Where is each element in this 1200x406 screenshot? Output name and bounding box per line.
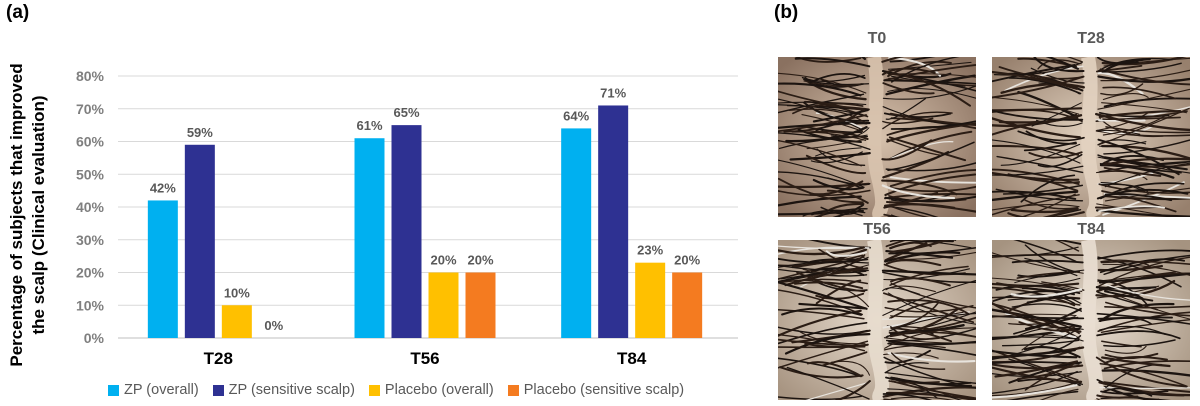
photo-title-t84: T84 — [1077, 221, 1105, 238]
y-tick-label: 10% — [76, 297, 105, 313]
data-label: 59% — [187, 125, 213, 140]
y-tick-label: 40% — [76, 199, 105, 215]
legend-label: ZP (sensitive scalp) — [228, 382, 355, 398]
bar-chart: 0% 10% 20% 30% 40% 50% 60% 70% 80% Percentage of … — [7, 63, 738, 368]
data-label: 20% — [430, 253, 456, 268]
y-axis-label: Percentage of subjects that improved the … — [7, 63, 48, 366]
y-tick-label: 80% — [76, 68, 105, 84]
bar — [428, 272, 459, 338]
y-tick-label: 30% — [76, 232, 105, 248]
x-category-label: T56 — [410, 349, 439, 368]
bar — [221, 305, 252, 338]
bar — [354, 138, 385, 338]
panel-a-label: (a) — [6, 2, 30, 23]
data-label: 61% — [356, 118, 382, 133]
bar — [184, 144, 215, 338]
scalp-photo-t84 — [992, 240, 1190, 400]
y-tick-label: 60% — [76, 134, 105, 150]
scalp-photo-t56 — [778, 240, 976, 400]
legend-item: ZP (overall) — [108, 382, 199, 398]
photo-title-t28: T28 — [1077, 30, 1105, 47]
data-label: 0% — [264, 318, 283, 333]
y-axis-label-line: the scalp (Clinical evaluation) — [29, 95, 48, 334]
scalp-photo-t0 — [778, 57, 976, 217]
scalp-photo-t28 — [992, 57, 1190, 217]
photo-title-t0: T0 — [867, 30, 887, 47]
legend-label: Placebo (sensitive scalp) — [523, 382, 685, 398]
data-label: 64% — [563, 108, 589, 123]
panel-b-label: (b) — [774, 2, 799, 23]
photo-title-t56: T56 — [863, 221, 891, 238]
data-label: 71% — [600, 85, 626, 100]
y-axis-label-line: Percentage of subjects that improved — [7, 63, 26, 366]
data-label: 20% — [467, 253, 493, 268]
bar — [598, 105, 629, 338]
legend-label: Placebo (overall) — [384, 382, 494, 398]
data-label: 42% — [150, 180, 176, 195]
x-category-label: T84 — [617, 349, 647, 368]
scalp-image — [992, 240, 1190, 400]
bar — [635, 262, 666, 338]
scalp-image — [992, 57, 1190, 217]
y-tick-label: 20% — [76, 265, 105, 281]
bar — [465, 272, 496, 338]
legend-label: ZP (overall) — [124, 382, 199, 398]
y-tick-label: 50% — [76, 166, 105, 182]
data-label: 20% — [674, 253, 700, 268]
data-label: 65% — [393, 105, 419, 120]
x-category-label: T28 — [204, 349, 233, 368]
scalp-image — [778, 240, 976, 400]
legend-swatch — [212, 384, 224, 396]
scalp-image — [778, 57, 976, 217]
chart-legend: ZP (overall) ZP (sensitive scalp) Placebo … — [108, 382, 684, 398]
bar — [391, 125, 422, 338]
legend-item: Placebo (sensitive scalp) — [507, 382, 685, 398]
legend-item: ZP (sensitive scalp) — [212, 382, 355, 398]
bar — [561, 128, 592, 338]
y-tick-label: 70% — [76, 101, 105, 117]
legend-swatch — [368, 384, 380, 396]
legend-item: Placebo (overall) — [368, 382, 494, 398]
bar — [147, 200, 178, 338]
data-label: 10% — [224, 285, 250, 300]
legend-swatch — [507, 384, 519, 396]
legend-swatch — [108, 384, 119, 396]
data-label: 23% — [637, 243, 663, 258]
y-tick-label: 0% — [84, 330, 105, 346]
bar — [672, 272, 703, 338]
